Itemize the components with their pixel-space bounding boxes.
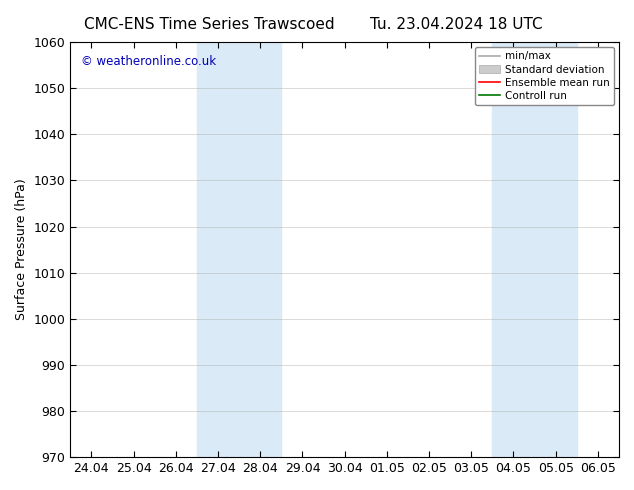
Bar: [493, 42, 577, 457]
Text: CMC-ENS Time Series Trawscoed: CMC-ENS Time Series Trawscoed: [84, 17, 335, 32]
Y-axis label: Surface Pressure (hPa): Surface Pressure (hPa): [15, 179, 28, 320]
Legend: min/max, Standard deviation, Ensemble mean run, Controll run: min/max, Standard deviation, Ensemble me…: [475, 47, 614, 105]
Text: © weatheronline.co.uk: © weatheronline.co.uk: [81, 54, 216, 68]
Text: Tu. 23.04.2024 18 UTC: Tu. 23.04.2024 18 UTC: [370, 17, 543, 32]
Bar: [197, 42, 281, 457]
